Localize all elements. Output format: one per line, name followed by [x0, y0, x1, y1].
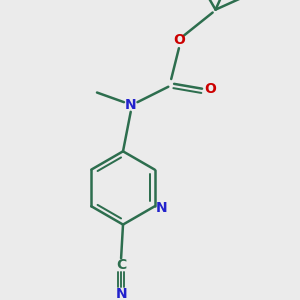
Text: N: N — [125, 98, 136, 112]
Text: O: O — [173, 34, 185, 47]
Text: O: O — [204, 82, 216, 96]
Text: N: N — [115, 287, 127, 300]
Text: C: C — [116, 258, 126, 272]
Text: N: N — [156, 201, 167, 215]
